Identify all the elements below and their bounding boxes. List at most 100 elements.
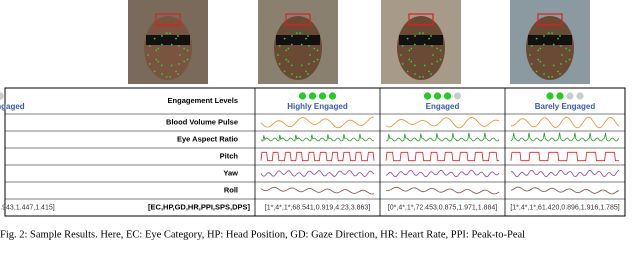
landmark [186,58,189,61]
signal-trace [385,169,500,178]
landmark [177,35,179,37]
landmark [560,45,562,47]
level-dot-off [576,92,584,100]
landmark [308,63,310,65]
landmark [278,45,281,47]
landmark [568,58,571,61]
landmark [542,43,545,46]
landmark [422,32,424,35]
row-label: [EC,HP,GD,HR,PPI,SPS,DPS] [148,202,250,211]
results-table: Engagement Levels Blood Volume Pulse Eye A… [0,88,626,217]
landmark [283,37,286,40]
level-label: Engaged [426,102,460,111]
landmark [148,63,151,65]
signal-trace [510,169,620,178]
landmark [557,37,559,40]
row-label: Roll [224,185,238,194]
landmark [283,70,286,73]
landmark [543,35,545,37]
landmark [439,58,442,61]
landmark [423,43,426,46]
landmark [537,58,540,61]
landmark [565,60,568,63]
landmark [183,60,186,63]
signal-trace [510,132,620,142]
level-dot-on [308,92,317,100]
landmark [299,75,301,78]
landmark [161,73,163,75]
landmark [530,63,533,65]
landmark [153,37,156,40]
landmark [561,54,563,56]
signal-trace [260,133,375,142]
eye-mask [146,35,190,45]
row-label: Blood Volume Pulse [166,117,238,126]
landmark [291,73,293,75]
landmark [431,45,433,47]
landmark [290,43,293,46]
landmark [175,70,177,73]
feature-vector: [1*,4*,1*,68.541,0.919,4.23,3.863] [265,204,371,211]
landmark [551,32,553,35]
photos [128,0,590,84]
landmark [423,64,426,67]
landmark [153,70,156,73]
landmark [147,54,149,56]
level-dot-on [318,92,327,100]
feature-vector: [1*,4*,1*,61.420,0.896,1.916,1.785] [510,204,619,211]
landmark [414,35,416,37]
level-label: Highly Engaged [287,102,348,111]
landmark [551,75,553,78]
landmark [547,75,550,78]
landmark [307,73,309,75]
signal-trace [260,151,375,162]
landmark [160,43,163,46]
landmark [300,43,303,46]
landmark [169,32,171,35]
landmark [539,60,542,63]
landmark [287,47,290,50]
level-dot-on [556,92,564,100]
face [144,16,192,80]
signal-trace [385,151,499,162]
level-dot-on [443,92,452,100]
landmark [408,49,411,52]
forehead-roi [408,13,434,26]
landmark [155,58,158,61]
landmark [565,47,568,50]
landmark [430,35,432,37]
landmark [307,35,309,37]
landmark [529,54,531,56]
eye-mask [528,35,572,45]
signal-trace [511,116,620,129]
signal-trace [260,186,375,195]
landmark [290,64,293,67]
landmark [408,58,411,61]
landmark [568,49,571,52]
face [397,16,445,80]
landmark [291,35,293,37]
landmark [277,54,279,56]
landmark [560,63,562,65]
landmark [285,49,288,52]
signal-trace [260,116,374,129]
landmark [287,60,290,63]
landmark [161,35,163,37]
landmark [183,47,186,50]
landmark [559,35,561,37]
landmark [439,49,442,52]
level-dot-on [546,92,554,100]
landmark [186,49,189,52]
landmark [539,47,542,50]
landmark [430,73,432,75]
landmark [157,47,160,50]
landmark [401,45,404,47]
landmark [295,75,298,78]
landmark [305,70,307,73]
landmark [308,45,310,47]
level-dot-on [423,92,432,100]
landmark [309,54,311,56]
level-label: Barely Engaged [535,102,596,111]
landmark [410,47,413,50]
landmark [157,60,160,63]
